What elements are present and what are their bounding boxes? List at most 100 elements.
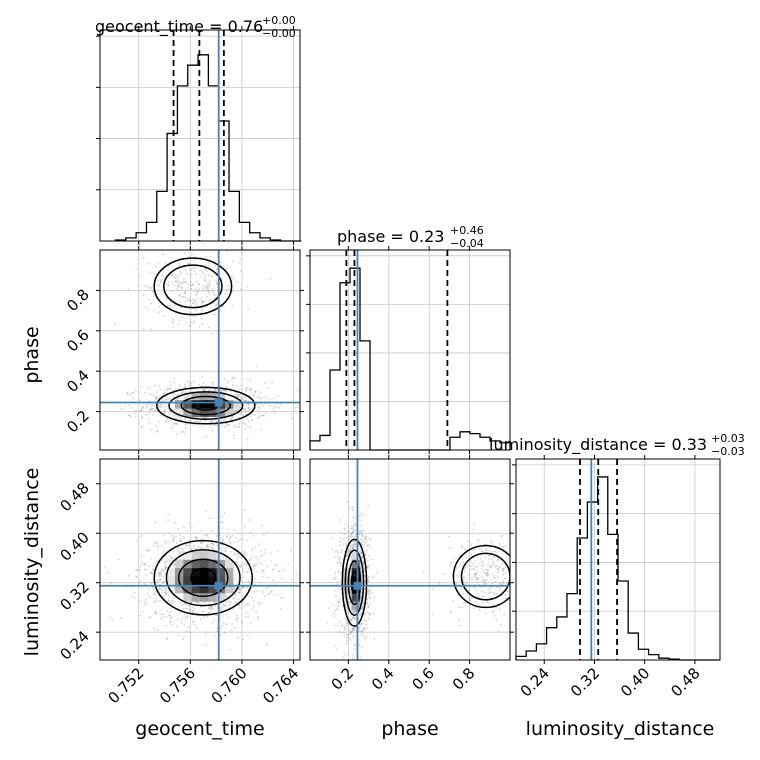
sample-point (369, 614, 371, 616)
density-cell (225, 576, 234, 585)
sample-point (225, 534, 228, 537)
sample-point (489, 565, 492, 568)
sample-point (149, 328, 152, 331)
sample-point (212, 313, 214, 315)
sample-point (486, 601, 489, 604)
sample-point (162, 613, 165, 615)
sample-point (226, 250, 229, 253)
sample-point (171, 273, 174, 276)
sample-point (148, 411, 151, 414)
sample-point (182, 607, 185, 610)
sample-point (208, 285, 211, 288)
sample-point (225, 386, 228, 388)
sample-point (211, 289, 214, 292)
sample-point (128, 414, 131, 416)
sample-point (338, 561, 341, 564)
sample-point (150, 393, 153, 396)
sample-point (486, 571, 489, 574)
sample-point (349, 527, 352, 530)
sample-point (242, 509, 245, 512)
sample-point (204, 387, 207, 390)
sample-point (224, 293, 227, 295)
sample-point (186, 297, 189, 300)
title-luminosity-distance-sub: −0.03 (711, 445, 745, 458)
contour (165, 549, 241, 607)
sample-point (248, 594, 250, 597)
sample-point (150, 428, 153, 431)
sample-point (203, 389, 206, 392)
sample-point (174, 277, 176, 279)
sample-point (257, 617, 260, 620)
title-geocent-time: geocent_time = 0.76 (95, 17, 263, 37)
sample-point (239, 607, 242, 609)
sample-point (200, 303, 203, 306)
sample-point (184, 292, 187, 294)
sample-point (209, 263, 212, 265)
sample-point (202, 416, 205, 419)
sample-point (224, 422, 227, 425)
panel-frame (515, 458, 721, 661)
sample-point (221, 624, 224, 627)
hist-step-phase (309, 267, 511, 451)
density-cell (200, 584, 209, 594)
sample-point (354, 540, 357, 542)
sample-point (155, 297, 158, 300)
sample-point (346, 624, 348, 627)
sample-point (160, 274, 163, 276)
sample-point (148, 400, 151, 402)
sample-point (366, 603, 368, 606)
sample-point (183, 537, 186, 540)
sample-point (160, 572, 163, 575)
sample-point (371, 592, 373, 594)
title-phase-sub: −0.04 (450, 237, 484, 250)
sample-point (208, 274, 211, 277)
sample-point (149, 287, 152, 290)
sample-point (351, 506, 354, 508)
sample-point (243, 395, 246, 398)
sample-point (143, 284, 146, 287)
sample-point (181, 616, 184, 619)
sample-point (234, 409, 237, 412)
sample-point (483, 580, 486, 582)
sample-point (349, 545, 352, 547)
sample-point (169, 560, 172, 563)
sample-point (173, 381, 175, 384)
sample-point (211, 607, 213, 609)
sample-point (197, 420, 200, 423)
sample-point (365, 535, 368, 538)
title-geocent-time-sub: −0.00 (262, 27, 296, 40)
sample-point (169, 621, 172, 623)
sample-point (512, 567, 514, 569)
sample-point (178, 418, 180, 421)
sample-point (154, 384, 157, 387)
sample-point (334, 550, 337, 553)
sample-point (368, 545, 371, 548)
sample-point (133, 410, 136, 412)
sample-point (147, 387, 149, 390)
sample-point (148, 286, 150, 288)
sample-point (141, 406, 144, 408)
sample-point (209, 424, 212, 426)
sample-point (360, 520, 363, 522)
sample-point (194, 299, 196, 302)
sample-point (352, 616, 355, 619)
sample-point (211, 607, 214, 610)
sample-point (257, 409, 260, 412)
sample-point (151, 290, 154, 293)
sample-point (220, 389, 222, 392)
sample-point (149, 386, 151, 388)
sample-point (178, 285, 181, 288)
sample-point (478, 562, 481, 565)
sample-point (335, 648, 338, 651)
sample-point (333, 612, 336, 615)
sample-point (493, 593, 496, 596)
sample-point (200, 299, 203, 302)
sample-point (277, 570, 280, 572)
sample-point (190, 287, 193, 290)
sample-point (373, 575, 376, 578)
sample-point (196, 290, 199, 293)
sample-point (172, 424, 174, 427)
x-tick-label-phase: 0.8 (449, 664, 479, 694)
sample-point (165, 283, 168, 286)
sample-point (190, 268, 193, 271)
